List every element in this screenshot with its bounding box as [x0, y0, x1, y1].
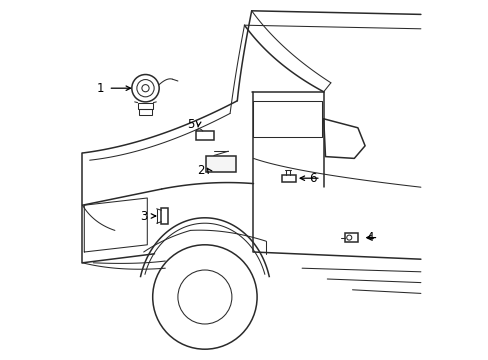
Text: 4: 4 — [366, 231, 373, 244]
Text: 3: 3 — [140, 210, 147, 222]
Text: 6: 6 — [308, 172, 316, 185]
Text: 5: 5 — [186, 118, 194, 131]
Text: 1: 1 — [97, 82, 104, 95]
Text: 2: 2 — [197, 165, 204, 177]
FancyBboxPatch shape — [205, 156, 236, 172]
